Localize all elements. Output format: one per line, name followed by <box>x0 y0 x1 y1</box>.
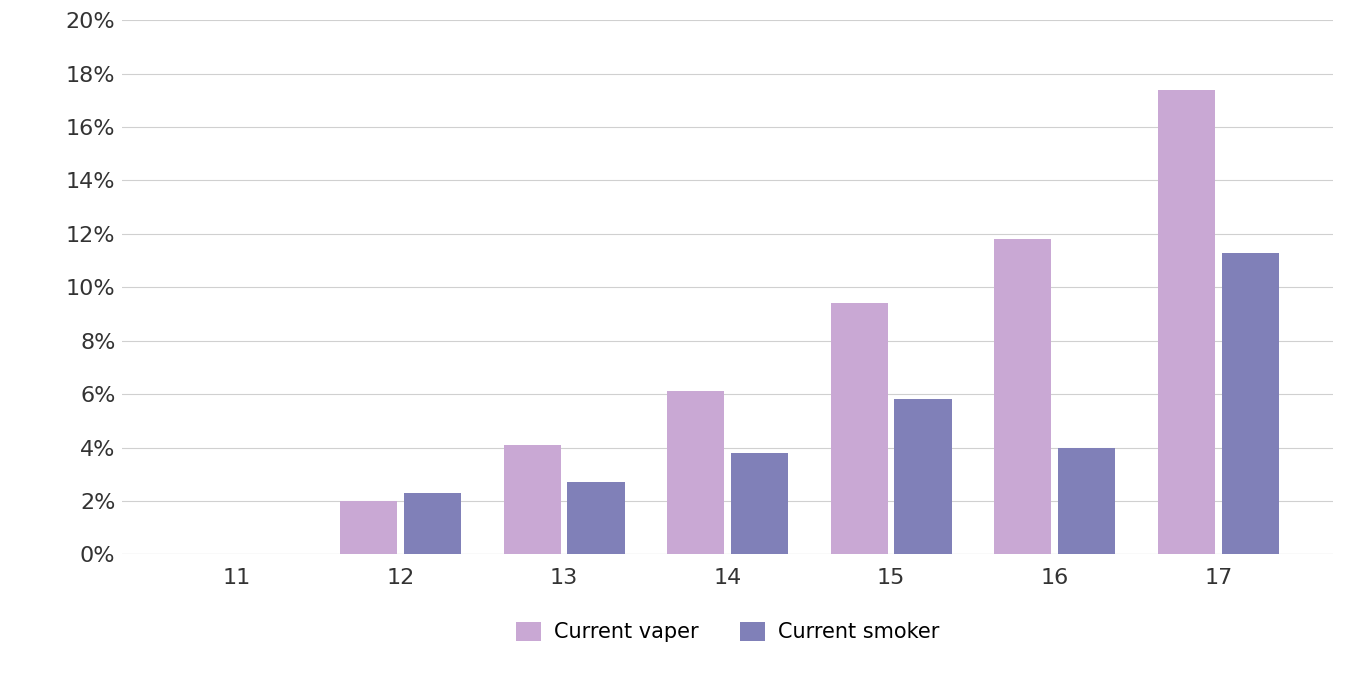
Bar <box>730 453 787 554</box>
Bar <box>994 239 1051 554</box>
Legend: Current vaper, Current smoker: Current vaper, Current smoker <box>507 614 948 651</box>
Bar <box>340 501 397 554</box>
Bar <box>1221 253 1278 554</box>
Bar <box>567 482 624 554</box>
Bar <box>895 400 952 554</box>
Bar <box>1157 90 1214 554</box>
Bar <box>1058 448 1115 554</box>
Bar <box>404 493 461 554</box>
Bar <box>666 391 725 554</box>
Bar <box>831 304 888 554</box>
Bar <box>503 445 560 554</box>
